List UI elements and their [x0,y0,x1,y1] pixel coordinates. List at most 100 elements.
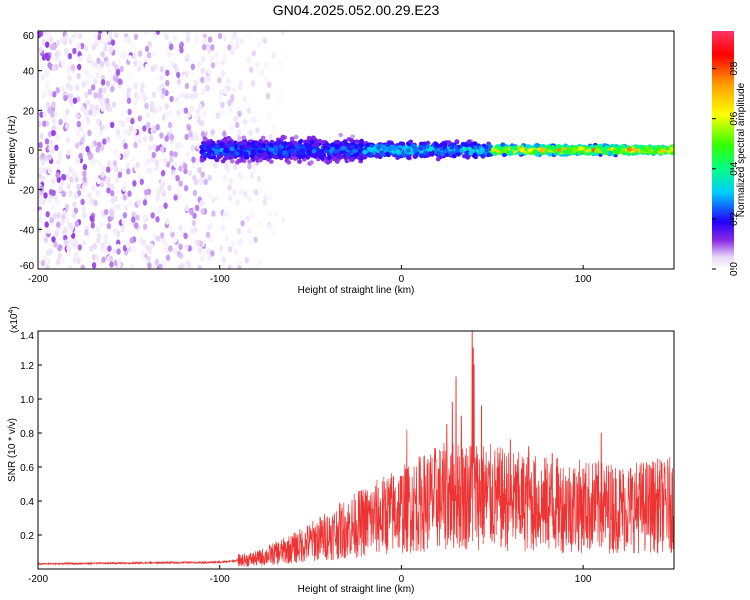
figure-title: GN04.2025.052.00.29.E23 [273,2,440,18]
spectrogram-cell [207,174,212,182]
spectrogram-cell [80,264,85,269]
spectrogram-cell [236,228,242,235]
spectrogram-cell [154,258,160,266]
spectrogram-cell [179,41,184,48]
spectrogram-cell [220,101,225,109]
spectrogram-cell [86,117,91,125]
spectrogram-cell [183,167,188,175]
spectrogram-cell [125,116,130,124]
spectrogram-cell [197,167,202,174]
spectrogram-cell [176,99,181,107]
spectrogram-cell [368,147,374,152]
spectrogram-cell [215,112,220,119]
spectrogram-cell [223,87,228,95]
spectrogram-cell [220,224,226,232]
spectrogram-cell [39,185,44,192]
spectrogram-cell [149,243,154,250]
spectrogram-cell [76,120,82,128]
spectrogram-cell [184,70,190,78]
spectrogram-cell [173,151,178,158]
spectrogram-cell [105,60,110,67]
spectrogram-cell [349,144,355,150]
spectrogram-cell [540,147,545,153]
spectrogram-cell [132,99,138,106]
spectrogram-cell [183,107,189,114]
spectrogram-cell [106,35,111,42]
spectrogram-cell [314,146,320,151]
spectrogram-cell [162,260,167,267]
spectrogram-cell [197,264,202,269]
colorbar-tick-label: 0.8 [729,61,740,75]
spectrogram-cell [133,82,138,90]
spectrogram-cell [190,144,195,152]
spectrogram-cell [135,161,140,169]
spectrogram-cell [243,191,248,198]
spectrogram-cell [110,190,115,197]
spectrogram-cell [376,145,382,150]
spectrogram-x-tick-label: -200 [28,274,48,285]
spectrogram-cell [267,210,272,218]
spectrogram-cell [49,189,54,196]
spectrogram-cell [246,56,251,63]
spectrogram-cell [239,151,245,156]
spectrogram-cell [51,236,56,243]
spectrogram-cell [139,87,144,94]
spectrogram-cell [169,150,174,157]
spectrogram-cell [343,141,349,146]
spectrogram-cell [84,69,90,77]
spectrogram-cell [100,74,106,82]
spectrogram-cell [95,72,101,79]
spectrogram-cell [100,51,105,58]
spectrogram-cell [268,134,273,141]
snr-y-tick-label: 0.6 [20,463,34,474]
spectrogram-cell [375,152,380,158]
spectrogram-cell [660,148,666,153]
spectrogram-cell [179,47,184,54]
spectrogram-cell [78,33,83,40]
spectrogram-cell [41,54,47,61]
spectrogram-cell [100,105,105,112]
spectrogram-cell [102,248,107,255]
spectrogram-cell [150,65,155,73]
spectrogram-cell [486,152,492,157]
spectrogram-cell [268,147,273,152]
spectrogram-cell [105,136,111,143]
spectrogram-cell [103,239,108,246]
spectrogram-cell [146,121,151,129]
spectrogram-cell [155,235,161,242]
spectrogram-cell [500,148,505,154]
spectrogram-cell [456,144,462,149]
spectrogram-cell [189,69,194,77]
spectrogram-cell [278,149,283,155]
spectrogram-cell [44,154,49,161]
spectrogram-cell [103,208,109,216]
spectrogram-cell [75,129,81,137]
spectrogram-cell [60,179,65,186]
spectrogram-cell [133,135,138,143]
spectrogram-cell [169,156,174,163]
spectrogram-cell [281,141,286,146]
spectrogram-cell [90,222,96,229]
spectrogram-cell [214,59,219,66]
spectrogram-cell [297,151,303,156]
spectrogram-cell [139,178,144,185]
spectrogram-cell [169,134,174,141]
spectrogram-cell [84,79,89,87]
spectrogram-cell [60,37,65,45]
spectrogram-cell [160,31,166,35]
spectrogram-cell [204,85,210,92]
spectrogram-cell [185,36,190,43]
spectrogram-cell [259,186,264,193]
spectrogram-cell [280,135,286,141]
spectrogram-cell [165,69,170,77]
spectrogram-cell [183,185,189,192]
spectrogram-cell [246,31,252,38]
spectrogram-cell [106,166,111,173]
spectrogram-cell [82,163,88,171]
spectrogram-cell [246,107,252,114]
spectrogram-cell [130,43,135,50]
snr-y-tick-label: 1.4 [20,331,34,342]
spectrogram-cell [165,79,170,87]
spectrogram-cell [129,264,134,269]
spectrogram-cell [63,94,68,102]
